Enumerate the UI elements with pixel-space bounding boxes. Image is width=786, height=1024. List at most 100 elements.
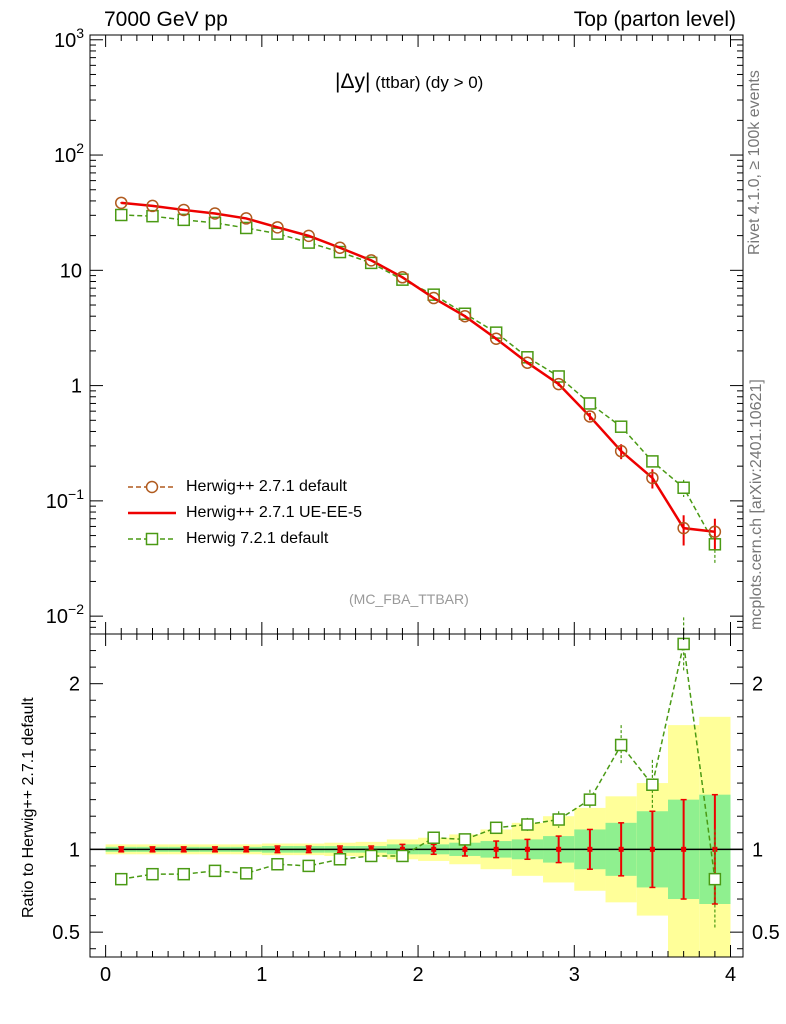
ratio-herwig72-point xyxy=(396,849,409,863)
x-tick-label: 1 xyxy=(256,964,267,986)
main-default-point xyxy=(521,356,534,369)
x-tick-label: 0 xyxy=(100,964,111,986)
ratio-herwig72-point xyxy=(489,821,503,835)
ratio-ref-point xyxy=(462,846,468,852)
legend-markers xyxy=(128,480,176,546)
ratio-y-tick-label-left: 1 xyxy=(69,839,80,861)
header-right: Top (parton level) xyxy=(573,8,736,31)
main-herwig72-point xyxy=(177,213,190,227)
main-default-point xyxy=(427,291,440,305)
main-default-point xyxy=(333,241,347,254)
ratio-uncertainty-bands xyxy=(105,716,731,957)
main-default-point xyxy=(708,525,722,538)
ratio-ref-point xyxy=(118,846,124,852)
main-default-point xyxy=(114,196,128,210)
main-default-point xyxy=(614,444,628,458)
y-tick-label: 1 xyxy=(71,376,82,398)
ratio-herwig72-point xyxy=(302,859,315,873)
ratio-ref-point xyxy=(306,846,312,852)
legend-entry-herwig72: Herwig 7.2.1 default xyxy=(186,530,329,547)
main-herwig72-point xyxy=(146,209,159,223)
main-default-point xyxy=(302,229,315,243)
ratio-herwig72-point xyxy=(552,813,565,826)
main-default-point xyxy=(458,309,472,323)
ratio-y-tick-label-right: 1 xyxy=(752,839,763,861)
observable-suffix: (ttbar) (dy > 0) xyxy=(375,73,484,92)
main-default-point xyxy=(177,203,190,217)
ratio-ref-point xyxy=(524,846,530,852)
y-tick-label: 10−2 xyxy=(46,601,84,628)
ratio-herwig72-point xyxy=(114,872,128,886)
observable-title: |Δy| (ttbar) (dy > 0) xyxy=(335,70,483,94)
ratio-y-tick-label-right: 2 xyxy=(752,674,763,696)
main-herwig72-point xyxy=(614,420,628,433)
main-herwig72-point xyxy=(208,216,222,230)
ratio-herwig72-point xyxy=(646,778,659,791)
main-herwig72-point xyxy=(552,370,565,383)
ratio-herwig72-point xyxy=(364,849,378,863)
main-default-point xyxy=(552,377,565,391)
rivet-label: Rivet 4.1.0, ≥ 100k events xyxy=(746,70,763,255)
legend-entry-herwigpp-default: Herwig++ 2.7.1 default xyxy=(186,478,347,495)
main-default-point xyxy=(146,199,159,213)
ratio-ref-point xyxy=(587,846,593,852)
ratio-y-tick-label-left: 0.5 xyxy=(52,922,80,944)
ratio-herwig72-point xyxy=(583,793,597,806)
ratio-ref-point xyxy=(431,846,437,852)
main-herwig72-point xyxy=(239,221,253,235)
observable-symbol: |Δy| xyxy=(335,70,371,93)
ratio-herwig72-point xyxy=(614,738,628,752)
ratio-herwig72-point xyxy=(677,637,690,651)
main-default-point xyxy=(489,332,503,345)
analysis-tag: (MC_FBA_TTBAR) xyxy=(349,591,469,607)
ratio-herwig72-point xyxy=(208,864,222,878)
ratio-ref-point xyxy=(556,846,562,852)
ratio-y-tick-label-left: 2 xyxy=(69,674,80,696)
main-default-point xyxy=(677,521,690,535)
main-default-point xyxy=(364,254,378,267)
ratio-ref-point xyxy=(649,846,655,852)
main-herwig72-point xyxy=(271,227,284,240)
ratio-ref-point xyxy=(181,846,187,852)
mcplots-label: mcplots.cern.ch [arXiv:2401.10621] xyxy=(748,379,765,630)
main-default-point xyxy=(396,271,409,284)
main-default-point xyxy=(646,471,659,485)
ratio-ref-point xyxy=(368,846,374,852)
ratio-herwig72-point xyxy=(239,867,253,880)
ratio-ref-point xyxy=(274,846,280,852)
legend-marker-herwigpp-default xyxy=(145,480,159,494)
main-default-point xyxy=(583,410,597,423)
ratio-herwig72-point xyxy=(458,833,472,846)
legend-entry-herwigpp-ueee5: Herwig++ 2.7.1 UE-EE-5 xyxy=(186,504,363,521)
main-herwigpp-default-series xyxy=(114,196,722,550)
ratio-ref-point xyxy=(243,846,249,852)
main-herwig72-point xyxy=(583,397,597,410)
y-tick-label: 103 xyxy=(54,25,84,52)
main-default-point xyxy=(239,212,253,225)
ratio-ref-point xyxy=(337,846,343,852)
y-tick-label: 10−1 xyxy=(46,486,84,513)
ratio-ref-point xyxy=(493,846,499,852)
ratio-herwig72-point xyxy=(708,872,722,886)
ratio-herwig72-series xyxy=(114,617,722,929)
ratio-herwig72-point xyxy=(177,867,190,881)
ratio-herwig72-point xyxy=(271,857,284,871)
x-tick-label: 4 xyxy=(725,964,736,986)
main-default-point xyxy=(271,221,284,234)
ratio-ref-point xyxy=(618,846,624,852)
main-herwig72-point xyxy=(646,455,659,468)
ratio-herwig72-point xyxy=(427,831,440,844)
ratio-herwig72-point xyxy=(146,867,159,881)
ratio-panel-frame xyxy=(89,633,744,958)
legend-marker-herwig72 xyxy=(145,532,159,546)
ratio-ref-point xyxy=(681,846,687,852)
header-left: 7000 GeV pp xyxy=(104,8,228,31)
main-default-point xyxy=(208,207,222,220)
y-tick-label: 102 xyxy=(54,140,84,167)
main-herwig72-point xyxy=(114,208,128,222)
panel-frames xyxy=(89,34,744,958)
y-tick-label: 10 xyxy=(60,260,82,282)
x-tick-label: 2 xyxy=(412,964,423,986)
ratio-ref-point xyxy=(712,846,718,852)
